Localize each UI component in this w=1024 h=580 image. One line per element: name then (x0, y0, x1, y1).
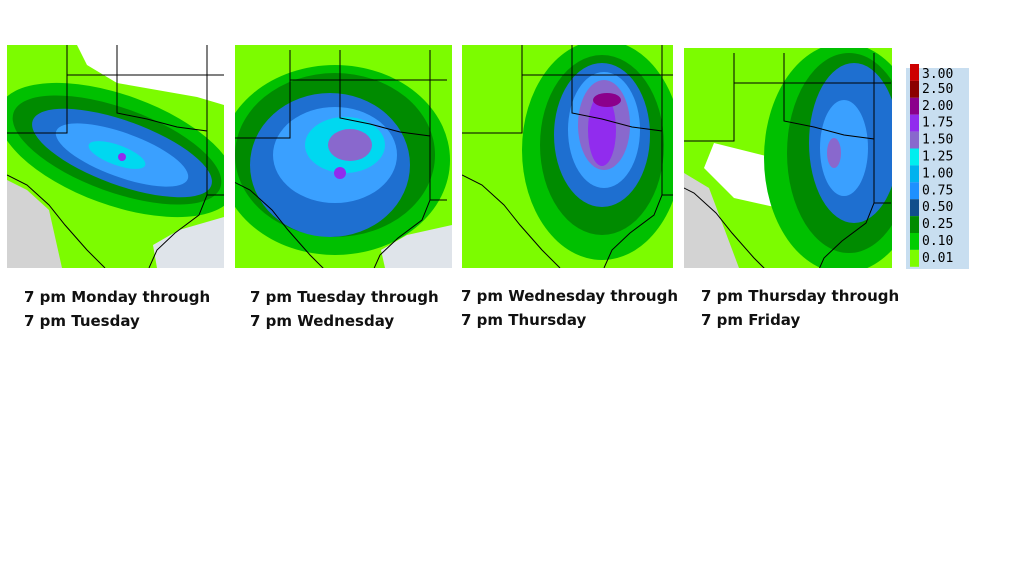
map-4 (684, 48, 892, 268)
map-3 (462, 45, 673, 268)
legend-label: 1.50 (922, 133, 953, 148)
legend-swatch (910, 233, 919, 250)
legend-swatch (910, 64, 919, 81)
legend-swatch (910, 97, 919, 115)
map-2 (235, 45, 452, 268)
caption: 7 pm Wednesday through (461, 287, 678, 305)
map-1 (7, 45, 224, 268)
legend-swatch (910, 114, 919, 132)
legend-swatch (910, 182, 919, 200)
legend-swatch (910, 165, 919, 183)
legend-swatch (910, 199, 919, 217)
caption: 7 pm Tuesday through (250, 288, 439, 306)
legend-label: 0.25 (922, 217, 953, 232)
legend-swatch (910, 249, 919, 267)
legend-swatch (910, 80, 919, 98)
caption: 7 pm Thursday through (701, 287, 899, 305)
caption: 7 pm Wednesday (250, 312, 394, 330)
legend-swatch (910, 148, 919, 166)
legend-swatch (910, 216, 919, 233)
legend-label: 1.25 (922, 149, 953, 164)
legend-label: 1.75 (922, 116, 953, 131)
legend-label: 0.50 (922, 200, 953, 215)
caption: 7 pm Tuesday (24, 312, 140, 330)
legend-label: 1.00 (922, 166, 953, 181)
legend-label: 0.75 (922, 183, 953, 198)
legend-label: 0.10 (922, 234, 953, 249)
legend-label: 2.00 (922, 99, 953, 114)
legend-label: 3.00 (922, 67, 953, 82)
legend-label: 0.01 (922, 251, 953, 266)
legend-swatch (910, 131, 919, 149)
caption: 7 pm Friday (701, 311, 800, 329)
caption: 7 pm Thursday (461, 311, 587, 329)
legend-label: 2.50 (922, 82, 953, 97)
captions: 7 pm Monday through 7 pm Tuesday 7 pm Tu… (24, 287, 899, 330)
legend: 3.002.50 2.00 1.75 1.501.25 1.00 0.75 0.50 0.25… (906, 64, 969, 269)
caption: 7 pm Monday through (24, 288, 210, 306)
